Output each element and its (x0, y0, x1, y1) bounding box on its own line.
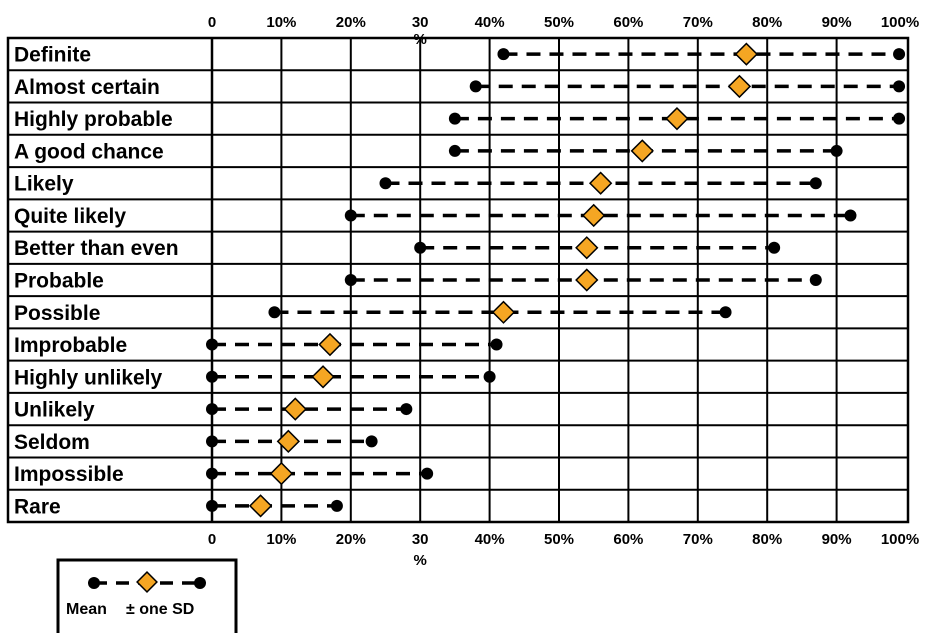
mean-point (582, 203, 606, 228)
legend-low-dot (88, 577, 100, 589)
sd-high-point (365, 435, 378, 448)
mean-point (630, 139, 654, 163)
category-label: Rare (14, 495, 61, 518)
category-label: Improbable (14, 334, 127, 357)
x-tick-label-top: 90% (822, 14, 852, 31)
x-tick-label-bottom: 30 (412, 531, 429, 548)
category-label: Likely (14, 173, 74, 196)
category-label: Possible (14, 302, 100, 325)
category-label: Quite likely (14, 205, 126, 228)
x-tick-label-bottom: 10% (266, 531, 296, 548)
x-tick-label-bottom: 20% (336, 531, 366, 548)
mean-point (575, 268, 599, 292)
sd-low-point (497, 48, 510, 61)
x-tick-label-bottom: 40% (475, 531, 505, 548)
x-axis-bottom: 0 10% 20% 30 40% 50% 60% 70% 80% 90% 100%% (208, 531, 919, 569)
data-marks (206, 42, 906, 518)
mean-point (491, 300, 516, 324)
x-tick-suffix-top: % (414, 31, 427, 48)
mean-point (248, 494, 273, 518)
x-tick-suffix-bottom: % (414, 552, 427, 569)
sd-high-point (768, 241, 781, 254)
mean-point (311, 365, 335, 389)
sd-low-point (414, 241, 427, 254)
sd-low-point (206, 403, 218, 416)
mean-point (588, 171, 613, 195)
mean-point (575, 236, 599, 260)
plot-border (6, 36, 910, 524)
sd-low-point (379, 177, 392, 190)
sd-low-point (344, 209, 357, 222)
category-label: Definite (14, 44, 91, 67)
sd-high-point (330, 499, 343, 512)
sd-low-point (448, 112, 461, 125)
legend-mean-label: Mean (66, 601, 107, 618)
category-label: Unlikely (14, 399, 95, 422)
sd-high-point (809, 177, 822, 190)
x-axis-top: 0 10% 20% 30 40% 50% 60% 70% 80% 90% 100%% (208, 14, 919, 48)
x-tick-label-bottom: 70% (683, 531, 713, 548)
mean-point (276, 429, 301, 454)
x-tick-label-top: 10% (266, 14, 296, 31)
sd-low-point (344, 274, 357, 286)
x-tick-label-bottom: 90% (822, 531, 852, 548)
x-tick-label-bottom: 80% (752, 531, 782, 548)
category-label: Better than even (14, 237, 179, 260)
legend: Mean ± one SD (56, 558, 238, 633)
sd-high-point (844, 209, 857, 222)
sd-low-point (206, 370, 218, 383)
sd-low-point (268, 306, 281, 319)
x-tick-label-top: 70% (683, 14, 713, 31)
mean-point (665, 106, 689, 131)
x-tick-label-bottom: 100% (881, 531, 919, 548)
sd-high-point (719, 306, 732, 319)
sd-low-point (206, 338, 218, 351)
sd-high-point (893, 80, 906, 93)
x-tick-label-bottom: 50% (544, 531, 574, 548)
sd-low-point (206, 467, 218, 480)
mean-point (727, 74, 752, 99)
category-label: Probable (14, 270, 104, 293)
category-label: Almost certain (14, 76, 160, 99)
sd-high-point (421, 467, 434, 480)
sd-high-point (490, 338, 503, 351)
sd-high-point (809, 274, 822, 286)
sd-low-point (469, 80, 482, 93)
sd-high-point (483, 370, 496, 383)
x-tick-label-top: 80% (752, 14, 782, 31)
legend-sd-label: ± one SD (126, 601, 194, 618)
sd-low-point (206, 499, 218, 512)
x-tick-label-top: 100% (881, 14, 919, 31)
legend-box (56, 558, 238, 633)
mean-point (734, 42, 759, 66)
mean-point (269, 461, 294, 486)
sd-high-point (893, 112, 906, 125)
mean-point (283, 397, 307, 421)
category-label: Seldom (14, 431, 90, 454)
sd-high-point (893, 48, 906, 61)
category-label: Highly probable (14, 108, 173, 131)
mean-point (318, 332, 342, 357)
category-label: A good chance (14, 140, 164, 163)
x-tick-label-top: 0 (208, 14, 216, 31)
x-tick-label-bottom: 0 (208, 531, 216, 548)
x-tick-label-bottom: 60% (613, 531, 643, 548)
sd-low-point (206, 435, 218, 448)
x-tick-label-top: 40% (475, 14, 505, 31)
legend-mean-diamond (136, 571, 158, 593)
category-label: Highly unlikely (14, 366, 163, 389)
category-label: Impossible (14, 463, 124, 486)
sd-high-point (400, 403, 413, 416)
category-labels: Definite Almost certain Highly probable A g… (14, 44, 179, 519)
sd-low-point (448, 144, 461, 157)
legend-high-dot (194, 577, 206, 589)
x-tick-label-top: 30 (412, 14, 429, 31)
x-tick-label-top: 20% (336, 14, 366, 31)
sd-high-point (830, 144, 843, 157)
x-tick-label-top: 60% (613, 14, 643, 31)
x-tick-label-top: 50% (544, 14, 574, 31)
